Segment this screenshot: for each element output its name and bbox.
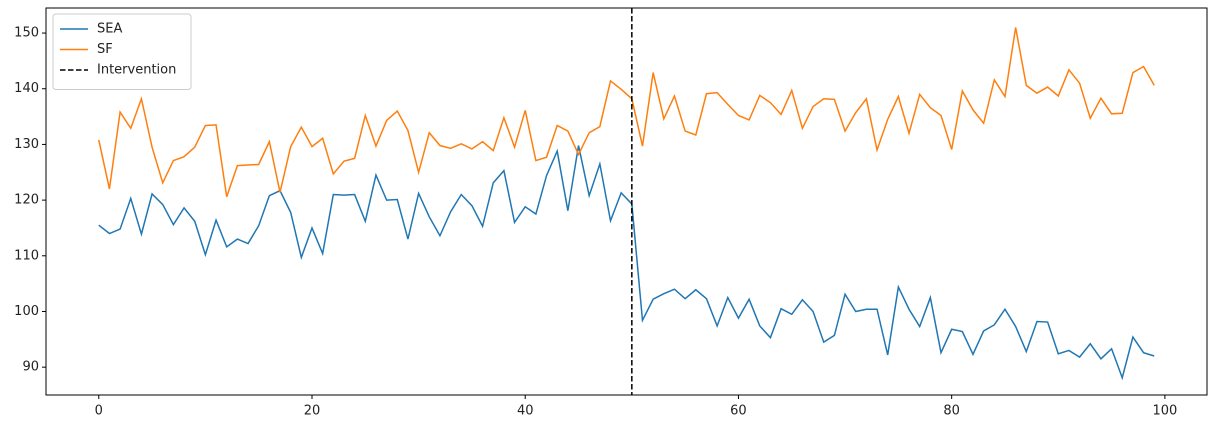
legend-label: Intervention	[97, 63, 176, 78]
x-tick-label: 60	[730, 404, 747, 419]
y-tick-label: 140	[14, 81, 39, 96]
plot-frame	[45, 7, 1208, 396]
x-tick-label: 20	[304, 404, 321, 419]
series-line	[98, 27, 1155, 198]
legend: SEA SF Intervention	[52, 13, 192, 90]
x-tick-label: 40	[517, 404, 534, 419]
legend-label: SEA	[97, 22, 122, 37]
y-tick-label: 100	[14, 304, 39, 319]
y-tick-label: 110	[14, 248, 39, 263]
y-tick-label: 120	[14, 193, 39, 208]
y-tick-label: 90	[22, 360, 39, 375]
x-tick-label: 100	[1152, 404, 1177, 419]
legend-label: SF	[97, 42, 113, 57]
x-tick-label: 80	[943, 404, 960, 419]
x-tick-label: 0	[95, 404, 103, 419]
y-tick-label: 130	[14, 137, 39, 152]
y-tick-label: 150	[14, 26, 39, 41]
series-line	[98, 145, 1155, 381]
